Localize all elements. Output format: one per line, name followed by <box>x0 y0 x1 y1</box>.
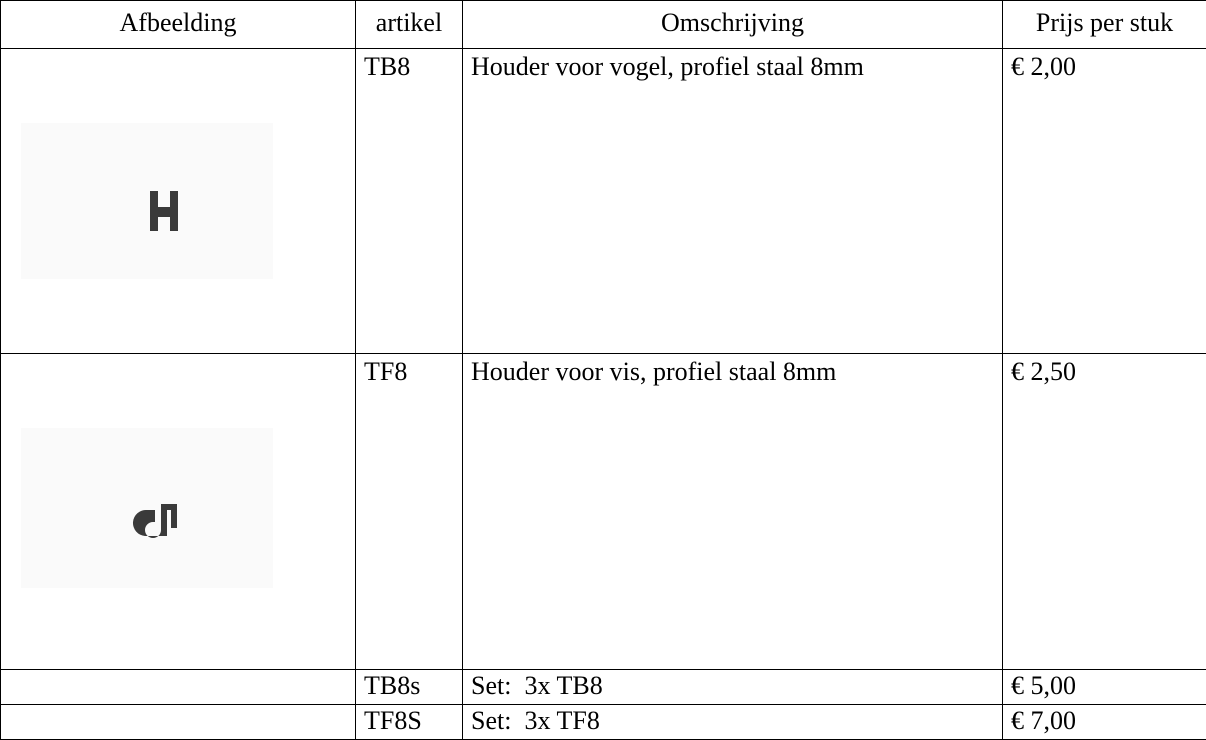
row: TB8s Set: 3x TB8 € 5,00 <box>1 670 1206 705</box>
image-background <box>21 428 273 588</box>
row: TB8 Houder voor vogel, profiel staal 8mm… <box>1 49 1206 354</box>
image-cell <box>1 49 356 354</box>
price-cell: € 5,00 <box>1003 670 1206 705</box>
header-cell: Afbeelding <box>1 1 356 49</box>
image-background <box>21 123 273 279</box>
row: TF8S Set: 3x TF8 € 7,00 <box>1 705 1206 740</box>
row: TF8 Houder voor vis, profiel staal 8mm €… <box>1 354 1206 670</box>
description-cell: Set: 3x TF8 <box>463 705 1003 740</box>
product-image <box>1 121 356 281</box>
description-cell: Set: 3x TB8 <box>463 670 1003 705</box>
header-cell: artikel <box>356 1 463 49</box>
image-cell <box>1 705 356 740</box>
page: Afbeelding artikel Omschrijving Prijs pe… <box>0 0 1206 455</box>
article-cell: TB8s <box>356 670 463 705</box>
product-image <box>1 426 356 597</box>
price-cell: € 7,00 <box>1003 705 1206 740</box>
price-cell: € 2,00 <box>1003 49 1206 354</box>
header-row: Afbeelding artikel Omschrijving Prijs pe… <box>1 1 1206 49</box>
article-cell: TB8 <box>356 49 463 354</box>
image-cell <box>1 354 356 670</box>
image-cell <box>1 670 356 705</box>
price-cell: € 2,50 <box>1003 354 1206 670</box>
description-cell: Houder voor vis, profiel staal 8mm <box>463 354 1003 670</box>
description-cell: Houder voor vogel, profiel staal 8mm <box>463 49 1003 354</box>
header-cell: Omschrijving <box>463 1 1003 49</box>
article-cell: TF8S <box>356 705 463 740</box>
header-cell: Prijs per stuk <box>1003 1 1206 49</box>
article-cell: TF8 <box>356 354 463 670</box>
